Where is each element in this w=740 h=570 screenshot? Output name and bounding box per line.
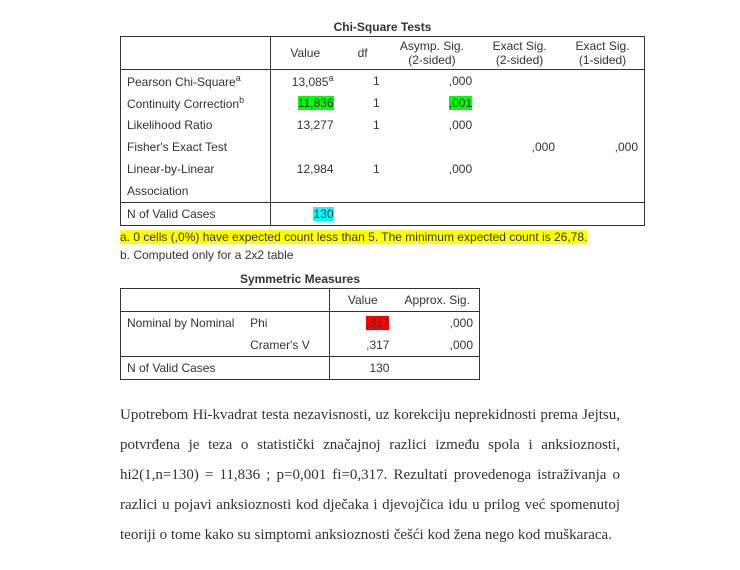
cell-sig: ,000 [395,312,479,335]
cell-df: 1 [340,92,386,114]
cell-exact1: ,000 [561,136,644,158]
symmetric-measures-block: Symmetric Measures Value Approx. Sig. No… [120,272,480,380]
cell-value [271,180,340,203]
table-row: Linear-by-Linear12,9841,000 [121,158,645,180]
body-paragraph: Upotrebom Hi-kvadrat testa nezavisnosti,… [120,400,620,550]
cell-df [340,180,386,203]
cell-exact1 [561,92,644,114]
cell-asymp [386,180,478,203]
cell-exact2 [478,70,561,93]
table-row: N of Valid Cases130 [121,203,645,226]
row-label: N of Valid Cases [121,203,271,226]
chi-h-asymp: Asymp. Sig. (2-sided) [386,37,478,70]
cell-asymp: ,000 [386,158,478,180]
table-row: Cramer's V,317,000 [121,334,480,357]
sym-h-approx: Approx. Sig. [395,289,479,312]
table-row: Association [121,180,645,203]
row-label: Linear-by-Linear [121,158,271,180]
cell-asymp [386,136,478,158]
cell-exact1 [561,114,644,136]
row-label: Fisher's Exact Test [121,136,271,158]
table-row: Pearson Chi-Squarea13,085a1,000 [121,70,645,93]
row-label: Likelihood Ratio [121,114,271,136]
table-row: N of Valid Cases 130 [121,357,480,380]
cell-asymp: ,000 [386,70,478,93]
cell-sig: ,000 [395,334,479,357]
cell-exact2 [478,114,561,136]
cell-value: 13,085a [271,70,340,93]
sym-title: Symmetric Measures [120,272,480,286]
chi-h-exact2: Exact Sig. (2-sided) [478,37,561,70]
cell-value: 11,836 [271,92,340,114]
table-row: Nominal by NominalPhi,317,000 [121,312,480,335]
cell-df: 1 [340,70,386,93]
cell-value: 130 [330,357,396,380]
chi-h-exact1: Exact Sig. (1-sided) [561,37,644,70]
cell-value [271,136,340,158]
chi-title: Chi-Square Tests [120,20,645,34]
row-label: Association [121,180,271,203]
sym-table: Value Approx. Sig. Nominal by NominalPhi… [120,288,480,380]
cell-value: 130 [271,203,340,226]
cell-value: 12,984 [271,158,340,180]
table-row: Continuity Correctionb11,8361,001 [121,92,645,114]
chi-table: Value df Asymp. Sig. (2-sided) Exact Sig… [120,36,645,226]
cell-value: 13,277 [271,114,340,136]
chi-h-df: df [340,37,386,70]
row-label: Pearson Chi-Squarea [121,70,271,93]
cell-asymp: ,001 [386,92,478,114]
cell-value: ,317 [330,334,396,357]
chi-note-a: a. 0 cells (,0%) have expected count les… [120,230,645,244]
cell-df: 1 [340,114,386,136]
row-category [121,334,245,357]
cell-exact2 [478,92,561,114]
chi-square-block: Chi-Square Tests Value df Asymp. Sig. (2… [120,20,645,262]
cell-df: 1 [340,158,386,180]
cell-df [340,136,386,158]
cell-exact1 [561,70,644,93]
table-row: Likelihood Ratio13,2771,000 [121,114,645,136]
row-stat: Phi [244,312,330,335]
cell-exact2: ,000 [478,136,561,158]
cell-value: ,317 [330,312,396,335]
cell-exact2 [478,158,561,180]
cell-asymp: ,000 [386,114,478,136]
chi-h-value: Value [271,37,340,70]
row-stat: Cramer's V [244,334,330,357]
sym-h-value: Value [330,289,396,312]
cell-exact1 [561,180,644,203]
chi-note-b: b. Computed only for a 2x2 table [120,248,645,262]
table-row: Fisher's Exact Test ,000,000 [121,136,645,158]
row-label: Continuity Correctionb [121,92,271,114]
row-category: Nominal by Nominal [121,312,245,335]
row-label: N of Valid Cases [121,357,245,380]
cell-exact2 [478,180,561,203]
cell-exact1 [561,158,644,180]
